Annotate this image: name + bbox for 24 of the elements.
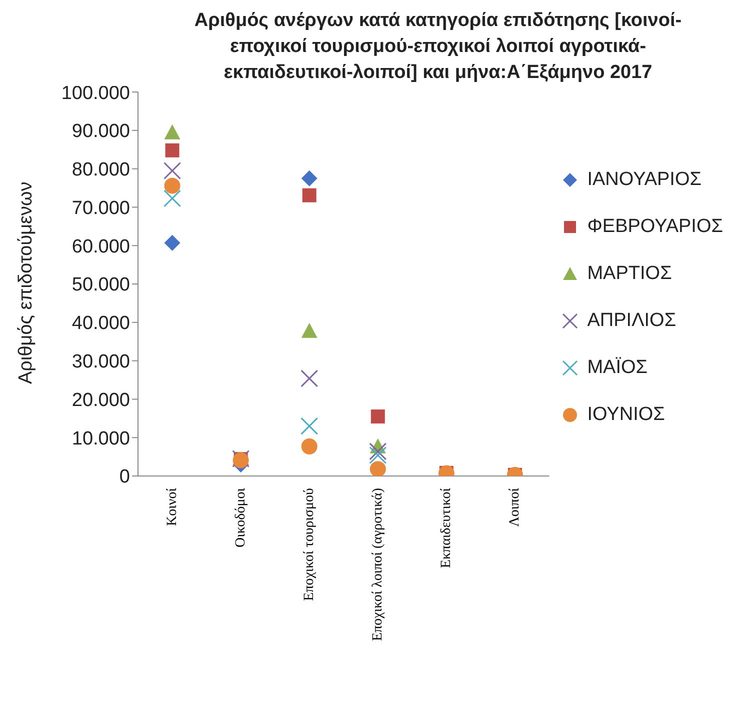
chart-title: Αριθμός ανέργων κατά κατηγορία επιδότησης [κοινοί-εποχικοί τουρισμού-εποχικοί λοιποί αγροτικά-εκπαιδευτικοί-λοιποί] και μήνα:Α΄Εξάμηνο 2017 [194, 10, 682, 83]
legend-label: ΦΕΒΡΟΥΑΡΙΟΣ [587, 216, 723, 238]
x-tick-label: Εποχικοί λοιποί (αγροτικά) [370, 488, 386, 641]
y-tick-label: 70.000 [72, 198, 130, 219]
y-tick-label: 60.000 [72, 236, 130, 258]
x-tick-label: Κοινοί [164, 488, 180, 526]
y-tick-label: 30.000 [72, 352, 130, 373]
y-tick-label: 90.000 [72, 121, 130, 142]
legend-label: ΙΟΥΝΙΟΣ [587, 404, 665, 426]
x-tick-label: Οικοδόμοι [233, 488, 248, 548]
x-tick-label: Εποχικοί τουρισμού [302, 488, 317, 601]
legend-label: ΑΠΡΙΛΙΟΣ [587, 310, 676, 332]
y-tick-label: 40.000 [72, 313, 130, 334]
y-tick-label: 80.000 [72, 160, 130, 181]
x-tick-label: Εκπαιδευτικοί [438, 488, 454, 568]
legend-label: ΜΑΡΤΙΟΣ [587, 262, 672, 284]
y-tick-label: 0 [119, 466, 130, 488]
legend-label: ΙΑΝΟΥΑΡΙΟΣ [587, 168, 702, 190]
y-tick-label: 50.000 [72, 274, 130, 296]
y-tick-label: 20.000 [72, 390, 130, 411]
y-axis-title: Αριθμός επιδοτούμενων [16, 182, 37, 384]
x-tick-label: Λοιποί [507, 488, 522, 527]
legend-label: ΜΑΪΟΣ [587, 356, 648, 378]
y-tick-label: 10.000 [72, 428, 130, 450]
